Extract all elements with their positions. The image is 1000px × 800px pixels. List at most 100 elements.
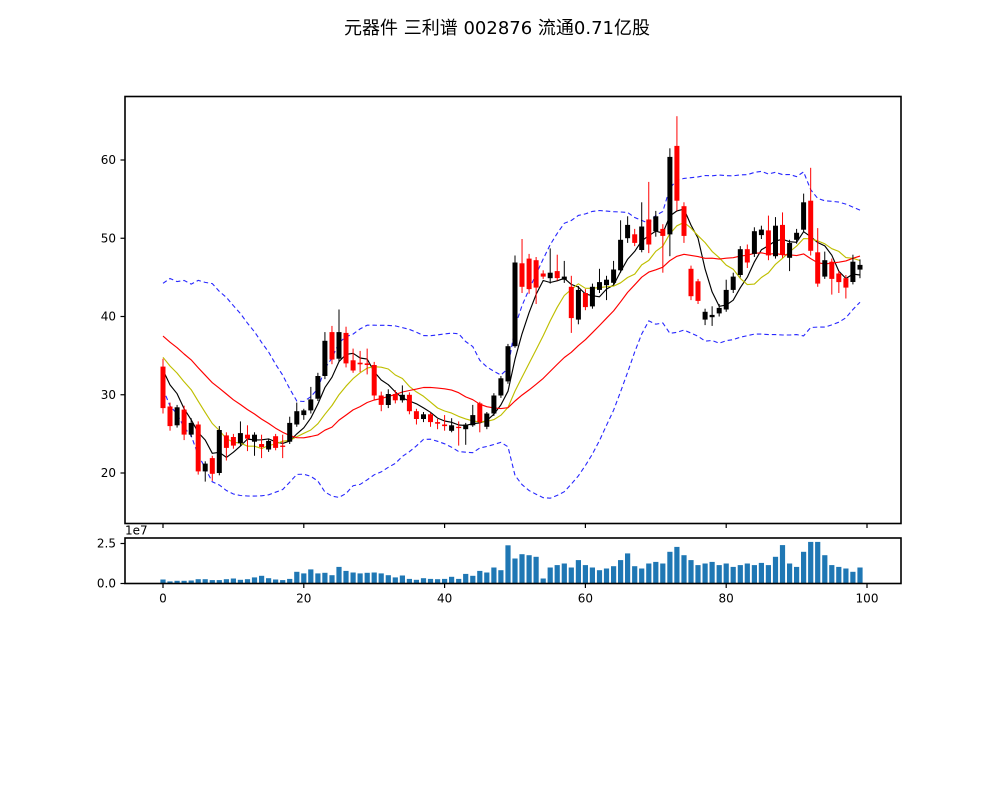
volume-bar [301,573,307,584]
candle-body [280,445,286,447]
volume-bar [611,566,617,584]
candle-body [695,281,701,301]
volume-bar [427,578,434,584]
candle [322,332,328,380]
volume-bar [561,563,567,584]
candle-body [611,269,617,283]
volume-bar [435,579,441,584]
candle-body [484,413,490,427]
candle-body [463,424,469,430]
candle [512,255,518,348]
volume-bar [772,556,779,584]
candle-body [357,362,363,365]
volume-bar [674,546,680,584]
volume-bar [843,568,849,584]
candle-body [181,409,187,435]
volume-bar [554,565,560,584]
candle [470,404,476,427]
candle-body [498,378,504,396]
candle [392,390,398,404]
volume-bar [406,578,412,584]
candle-body [435,422,441,424]
candle [252,432,257,456]
volume-bar [442,578,448,584]
candle-body [646,219,652,245]
candle [287,416,293,444]
volume-bar [371,572,377,584]
volume-bar [413,579,419,584]
x-tick-label: 40 [437,592,452,606]
candle-body [857,264,863,270]
volume-bar [329,575,335,584]
candle-body [751,231,757,254]
candle [688,265,694,301]
candle [709,306,715,326]
candle [794,228,800,244]
candle-body [519,263,525,287]
candle-body [216,430,222,473]
candle-body [237,433,243,444]
candle [505,343,511,384]
candle [667,148,673,257]
candle [435,419,441,430]
volume-bar [801,551,807,584]
volume-bar [364,572,370,584]
candle-body [681,206,687,236]
candle [167,402,173,431]
volume-bar [216,580,222,584]
volume-bar [174,580,180,584]
volume-bar [505,545,511,584]
candle-body [428,414,433,423]
volume-bar [618,560,624,584]
candle-body [266,440,272,450]
candle-body [674,145,680,201]
candle-body [252,434,257,442]
volume-bar [765,565,771,584]
chart-title: 元器件 三利谱 002876 流通0.71亿股 [344,18,650,39]
candle-body [413,411,419,419]
candle-body [308,399,314,411]
candle-body [773,225,778,257]
candle [336,309,342,362]
candle-body [589,286,595,307]
candle [421,412,426,423]
candle-body [850,261,856,282]
candle [857,259,863,279]
candle [618,220,624,273]
candle [681,202,687,243]
candle-body [343,332,349,364]
volume-bar [808,541,814,584]
volume-bar [815,541,821,584]
candle [181,405,187,441]
candle-body [765,230,771,256]
candle [456,421,462,446]
candle-body [406,394,412,412]
candle [343,326,349,368]
candle-body [322,340,328,376]
volume-bar [160,579,166,584]
candle [195,421,201,475]
volume-bar [181,580,187,584]
candle [822,251,828,279]
candle [815,228,821,287]
candle-body [160,366,166,409]
volume-bar [336,566,342,584]
candle-body [301,410,307,416]
candle-body [294,411,300,425]
volume-offset-label: 1e7 [125,524,148,538]
candle-body [625,224,631,239]
candle [773,217,778,259]
volume-bar [350,572,356,584]
candle [674,116,680,211]
price-axes-frame [124,95,902,525]
candle [801,193,807,232]
volume-bar [533,556,539,584]
candle [695,278,701,304]
candle-body [512,262,518,347]
candle [357,350,363,373]
candle-body [223,435,229,448]
candle [280,434,286,459]
volume-bar [280,580,286,584]
